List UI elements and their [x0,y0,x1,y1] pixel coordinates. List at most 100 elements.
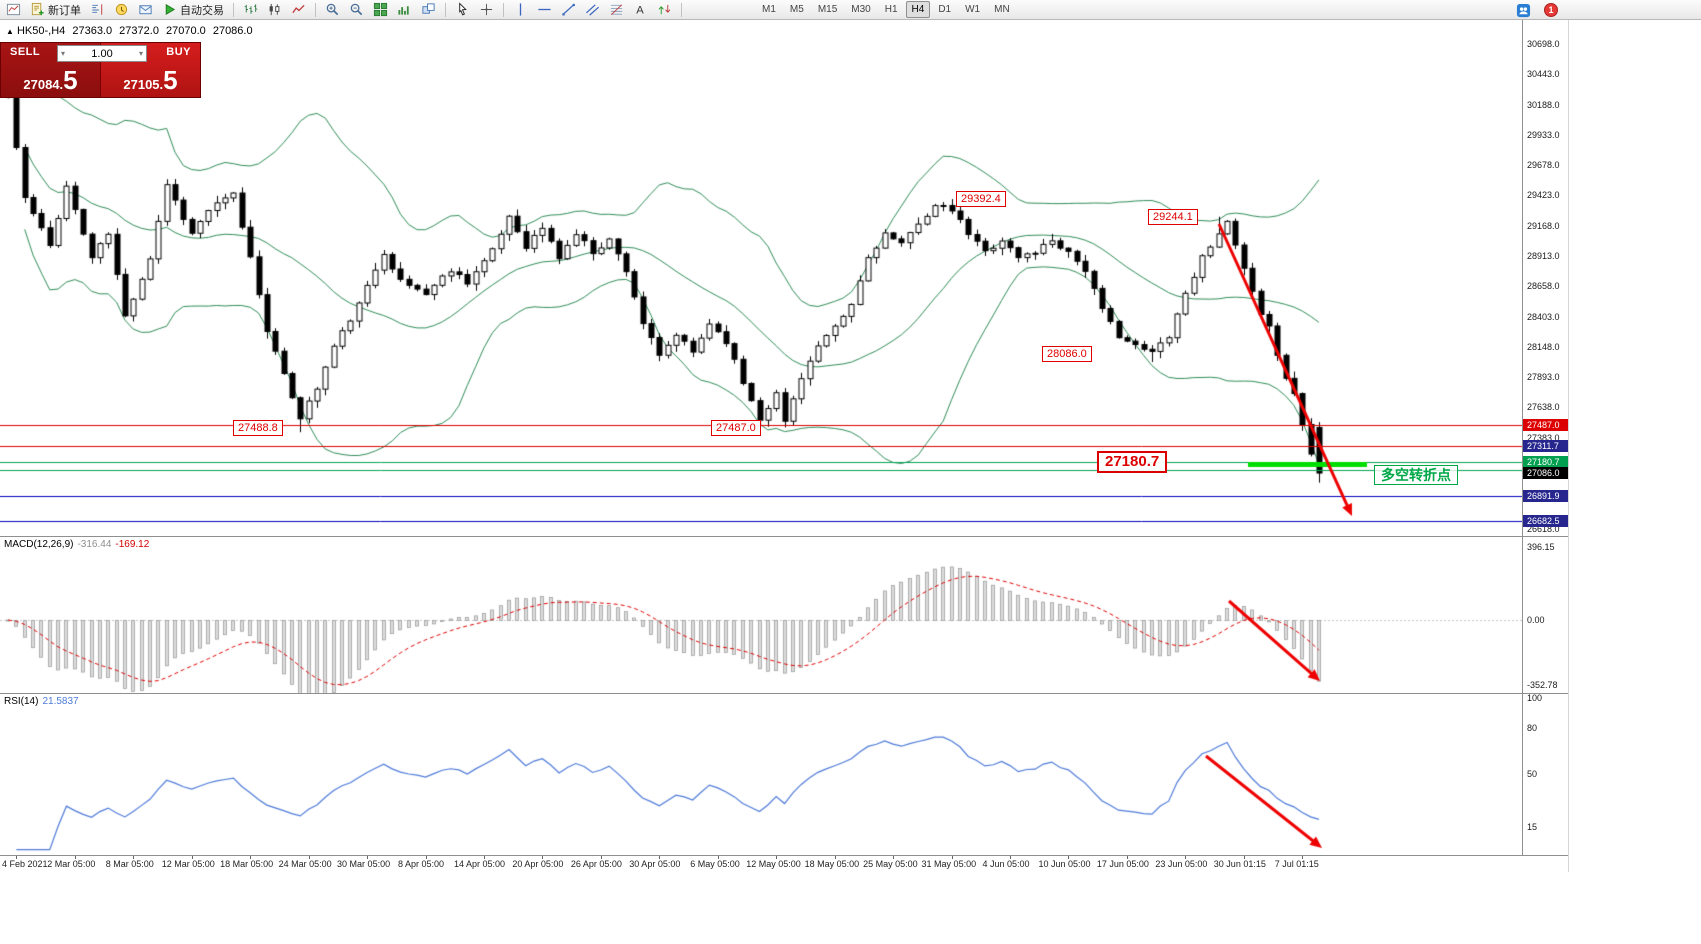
price-tick: 29423.0 [1527,190,1560,201]
panel-separator-macd[interactable] [0,536,1568,537]
timeframe-m1-button[interactable]: M1 [762,4,776,15]
time-tick [835,856,836,859]
notifications-badge[interactable]: 1 [1544,3,1558,17]
time-tick [601,856,602,859]
macd-main-value: -316.44 [77,539,112,550]
timeframe-h1-button[interactable]: H1 [884,4,898,15]
vline-icon [513,2,528,17]
fibonacci-button[interactable] [605,1,628,19]
price-tick: 28148.0 [1527,341,1560,352]
timeframe-group: M1 M5 M15 M30 H1 H4 D1 W1 MN [756,1,1016,18]
zoom-out-button[interactable] [345,1,368,19]
timeframe-m30-button[interactable]: M30 [851,4,871,15]
time-axis-label: 17 Jun 05:00 [1096,859,1149,869]
cursor-icon [455,2,470,17]
time-axis-label: 23 Jun 05:00 [1155,859,1208,869]
volume-decrease-button[interactable]: ▾ [61,48,66,58]
time-axis-label: 20 Apr 05:00 [512,859,564,869]
time-axis-label: 26 Apr 05:00 [570,859,622,869]
volume-value: 1.00 [91,47,113,60]
depth-button[interactable] [86,1,109,19]
cursor-button[interactable] [451,1,474,19]
autotrade-button[interactable]: 自动交易 [158,1,228,19]
price-annotation[interactable]: 28086.0 [1042,346,1092,363]
objects-button[interactable] [417,1,440,19]
time-axis-label: 4 Jun 05:00 [982,859,1030,869]
community-button[interactable] [1512,1,1535,19]
linechart-button[interactable] [287,1,310,19]
price-tick: 27383.0 [1527,432,1560,443]
hline-button[interactable] [533,1,556,19]
price-axis[interactable]: 30698.0 30443.0 30188.0 29933.0 29678.0 29423… [1522,0,1568,872]
buy-price: 27105.5 [123,65,178,95]
price-tick: 28403.0 [1527,311,1560,322]
timeframe-d1-button[interactable]: D1 [938,4,952,15]
rsi-axis-tick: 15 [1527,821,1538,832]
volume-increase-button[interactable]: ▾ [138,48,143,58]
chart-window-icon [6,2,21,17]
timeframe-h4-button[interactable]: H4 [905,1,931,18]
arrows-button[interactable] [653,1,676,19]
timeframe-m5-button[interactable]: M5 [789,4,804,15]
rsi-panel-canvas[interactable] [0,693,1522,855]
price-annotation[interactable]: 27487.0 [711,420,761,437]
chart-window-button[interactable] [2,1,25,19]
turning-point-label[interactable]: 多空转折点 [1374,465,1458,486]
macd-panel-canvas[interactable] [0,536,1522,693]
time-axis-label: 30 Jun 01:15 [1213,859,1266,869]
zoom-in-icon [325,2,340,17]
alerts-button[interactable] [110,1,133,19]
price-annotation[interactable]: 27180.7 [1097,450,1168,473]
channel-button[interactable] [581,1,604,19]
price-annotation[interactable]: 29392.4 [956,191,1006,208]
sell-button[interactable]: SELL 27084.5 [1,43,100,97]
news-button[interactable] [134,1,157,19]
time-axis-label: 7 Jul 01:15 [1274,859,1319,869]
volume-input[interactable]: ▾ 1.00 ▾ [57,45,147,62]
tile-button[interactable] [369,1,392,19]
rsi-name: RSI(14) [4,696,39,707]
time-axis-label: 31 May 05:00 [921,859,977,869]
time-axis-label: 24 Mar 05:00 [278,859,332,869]
trendline-icon [561,2,576,17]
macd-axis-tick: -352.78 [1527,680,1558,691]
price-annotation[interactable]: 29244.1 [1148,208,1198,225]
price-tick: 30443.0 [1527,69,1560,80]
vline-button[interactable] [509,1,532,19]
bars-button[interactable] [239,1,262,19]
alerts-icon [114,2,129,17]
price-level-badge: 27487.0 [1523,419,1568,432]
panel-separator-rsi[interactable] [0,693,1568,694]
main-chart-canvas[interactable] [0,20,1522,536]
bars-icon [243,2,258,17]
time-axis-label: 8 Mar 05:00 [105,859,154,869]
text-button[interactable]: A [629,1,652,19]
time-axis[interactable]: 4 Feb 2021 2 Mar 05:00 8 Mar 05:00 12 Mar 0… [0,855,1568,872]
time-axis-label: 18 Mar 05:00 [220,859,274,869]
price-annotation[interactable]: 27488.8 [233,420,283,437]
time-tick [952,856,953,859]
ohlc-high: 27372.0 [119,25,159,37]
depth-icon [90,2,105,17]
trendline-button[interactable] [557,1,580,19]
crosshair-button[interactable] [475,1,498,19]
timeframe-m15-button[interactable]: M15 [817,4,838,15]
axis-right-border [1568,20,1569,872]
indicators-button[interactable] [393,1,416,19]
rsi-value: 21.5837 [42,696,79,707]
timeframe-w1-button[interactable]: W1 [965,4,981,15]
autotrade-icon [162,2,177,17]
time-axis-label: 30 Mar 05:00 [337,859,391,869]
price-level-badge: 26682.5 [1523,514,1568,527]
macd-name: MACD(12,26,9) [4,539,74,550]
timeframe-mn-button[interactable]: MN [994,4,1010,15]
candles-button[interactable] [263,1,286,19]
price-tick: 30698.0 [1527,38,1560,49]
zoom-in-button[interactable] [321,1,344,19]
time-tick [776,856,777,859]
time-tick [309,856,310,859]
new-order-button[interactable]: 新订单 [26,1,85,19]
rsi-axis-tick: 80 [1527,722,1538,733]
time-axis-label: 30 Apr 05:00 [629,859,681,869]
community-icon [1516,3,1531,18]
